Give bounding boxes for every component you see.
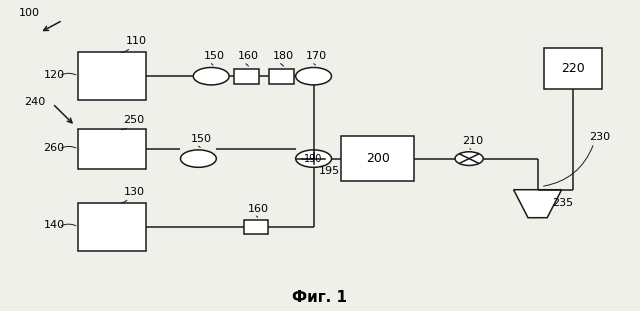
- Text: 230: 230: [589, 132, 610, 142]
- Text: 140: 140: [44, 220, 65, 230]
- Text: 235: 235: [552, 198, 573, 208]
- Circle shape: [455, 152, 483, 165]
- Polygon shape: [514, 190, 562, 218]
- Text: 260: 260: [44, 143, 65, 153]
- Text: 200: 200: [365, 152, 390, 165]
- Text: 130: 130: [124, 187, 145, 197]
- Bar: [79, 203, 146, 251]
- Bar: [79, 52, 146, 100]
- Bar: [234, 69, 259, 84]
- Text: 240: 240: [24, 97, 45, 107]
- Text: 190: 190: [305, 154, 323, 164]
- Circle shape: [296, 67, 332, 85]
- Text: 110: 110: [125, 36, 147, 46]
- Circle shape: [180, 150, 216, 167]
- Bar: [244, 220, 268, 234]
- Text: 210: 210: [462, 136, 483, 146]
- Text: 100: 100: [19, 8, 40, 18]
- Bar: [544, 48, 602, 89]
- Circle shape: [296, 150, 332, 167]
- Text: 180: 180: [273, 51, 294, 61]
- Text: 170: 170: [306, 51, 327, 61]
- Bar: [340, 136, 415, 181]
- Text: 150: 150: [204, 51, 225, 61]
- Text: 160: 160: [238, 51, 259, 61]
- Text: 160: 160: [248, 204, 269, 214]
- Circle shape: [193, 67, 229, 85]
- Text: 150: 150: [191, 134, 212, 144]
- Text: 120: 120: [44, 70, 65, 80]
- Text: Фиг. 1: Фиг. 1: [292, 290, 348, 304]
- Bar: [269, 69, 294, 84]
- Bar: [79, 129, 146, 169]
- Text: 220: 220: [561, 62, 585, 75]
- Text: 250: 250: [124, 115, 145, 125]
- Text: 195: 195: [319, 166, 340, 176]
